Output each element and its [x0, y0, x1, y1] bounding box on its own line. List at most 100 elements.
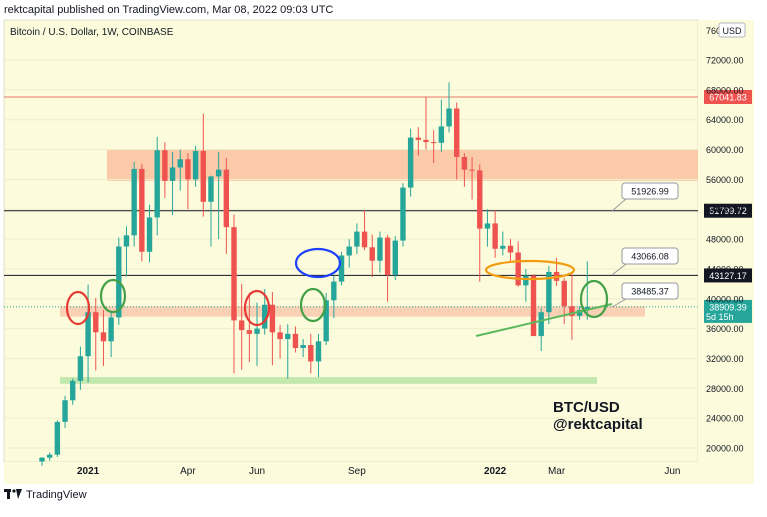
- plot-background: [3, 19, 699, 463]
- price-callout[interactable]: 38485.37: [611, 282, 679, 308]
- candle-body[interactable]: [185, 159, 191, 180]
- candle-body[interactable]: [62, 400, 68, 422]
- candle-body[interactable]: [315, 341, 322, 362]
- price-tick-label: 72000.00: [706, 56, 744, 66]
- currency-badge[interactable]: USD: [718, 22, 746, 38]
- candle-body[interactable]: [384, 237, 391, 275]
- candle-body[interactable]: [561, 280, 567, 307]
- candle-body[interactable]: [192, 151, 199, 180]
- red-circle[interactable]: [243, 289, 271, 327]
- candle-body[interactable]: [177, 159, 183, 168]
- candle-body[interactable]: [262, 304, 268, 329]
- candle-body[interactable]: [454, 108, 460, 158]
- price-line-label: 51799.72: [709, 206, 747, 216]
- candle-body[interactable]: [238, 320, 245, 331]
- candle-body[interactable]: [70, 380, 76, 401]
- candle-body[interactable]: [338, 255, 345, 282]
- candle-body[interactable]: [354, 231, 360, 247]
- candle-body[interactable]: [369, 247, 375, 261]
- price-callout[interactable]: 51926.99: [611, 182, 679, 212]
- candle-body[interactable]: [200, 151, 206, 202]
- candle-body[interactable]: [546, 271, 552, 313]
- candle-body[interactable]: [538, 312, 544, 337]
- candle-body[interactable]: [530, 275, 537, 337]
- candle-body[interactable]: [446, 108, 452, 127]
- candle-body[interactable]: [208, 176, 214, 202]
- candle-body[interactable]: [131, 168, 137, 236]
- candle-body[interactable]: [400, 187, 406, 241]
- candle-body[interactable]: [169, 167, 176, 181]
- candle-body[interactable]: [308, 345, 314, 362]
- candle-body[interactable]: [223, 169, 230, 228]
- candle-body[interactable]: [300, 345, 306, 349]
- publisher-header: rektcapital published on TradingView.com…: [0, 0, 767, 20]
- candle-body[interactable]: [277, 332, 283, 340]
- currency-label: USD: [722, 26, 742, 36]
- current-price-label-bg: [704, 299, 752, 323]
- price-tick-label: 68000.00: [706, 85, 744, 95]
- candle-body[interactable]: [246, 330, 253, 334]
- candle-body[interactable]: [331, 281, 337, 301]
- price-callout[interactable]: 43066.08: [611, 247, 679, 276]
- candle-body[interactable]: [507, 245, 514, 253]
- candle-body[interactable]: [576, 309, 583, 316]
- price-label-bg: [704, 89, 752, 104]
- price-tick-label: 48000.00: [706, 235, 744, 245]
- price-line-label: 43127.17: [709, 271, 747, 281]
- time-tick-label: 2021: [77, 466, 100, 477]
- candle-body[interactable]: [254, 328, 260, 334]
- candle-body[interactable]: [100, 332, 107, 342]
- candle-body[interactable]: [477, 170, 483, 229]
- candle-body[interactable]: [162, 150, 168, 181]
- callout-pointer: [611, 198, 627, 212]
- candle-body[interactable]: [407, 137, 414, 188]
- candle-body[interactable]: [285, 333, 291, 340]
- tradingview-logo-icon: [4, 488, 22, 502]
- blue-ellipse[interactable]: [294, 247, 342, 279]
- candle-body[interactable]: [85, 312, 91, 357]
- candle-body[interactable]: [139, 168, 145, 252]
- candle-body[interactable]: [77, 356, 84, 381]
- candle-body[interactable]: [146, 217, 153, 252]
- candle-body[interactable]: [93, 312, 99, 333]
- price-tick-label: 60000.00: [706, 145, 744, 155]
- candle-body[interactable]: [377, 237, 383, 261]
- candle-body[interactable]: [123, 235, 130, 247]
- candle-body[interactable]: [461, 157, 468, 170]
- candle-body[interactable]: [46, 454, 53, 458]
- candle-body[interactable]: [361, 231, 368, 248]
- candle-body[interactable]: [54, 421, 61, 455]
- candle-body[interactable]: [569, 306, 575, 316]
- candle-body[interactable]: [438, 126, 445, 143]
- candle-body[interactable]: [469, 169, 475, 171]
- candle-body[interactable]: [500, 245, 506, 249]
- candle-body[interactable]: [231, 227, 237, 321]
- candle-body[interactable]: [423, 139, 429, 143]
- candle-body[interactable]: [415, 137, 422, 140]
- callout-pointer: [611, 298, 627, 308]
- candle-body[interactable]: [269, 304, 276, 333]
- candle-body[interactable]: [523, 275, 529, 286]
- price-tick-label: 64000.00: [706, 115, 744, 125]
- red-circle[interactable]: [65, 290, 91, 326]
- candle-body[interactable]: [392, 240, 398, 275]
- green-circle[interactable]: [579, 279, 609, 319]
- callout-label: 51926.99: [631, 187, 669, 197]
- candle-body[interactable]: [323, 300, 329, 342]
- candle-body[interactable]: [492, 223, 498, 249]
- candle-body[interactable]: [430, 142, 437, 144]
- candle-body[interactable]: [154, 150, 160, 218]
- candle-body[interactable]: [292, 333, 299, 349]
- candle-body[interactable]: [39, 457, 45, 462]
- trendline[interactable]: [475, 303, 613, 337]
- green-circle[interactable]: [299, 287, 327, 323]
- green-circle[interactable]: [99, 278, 127, 314]
- candle-body[interactable]: [515, 252, 521, 286]
- orange-ellipse[interactable]: [484, 259, 576, 281]
- candle-body[interactable]: [584, 306, 590, 310]
- candle-body[interactable]: [108, 317, 114, 342]
- candle-body[interactable]: [484, 223, 491, 229]
- candle-body[interactable]: [346, 246, 352, 256]
- candle-body[interactable]: [215, 169, 222, 177]
